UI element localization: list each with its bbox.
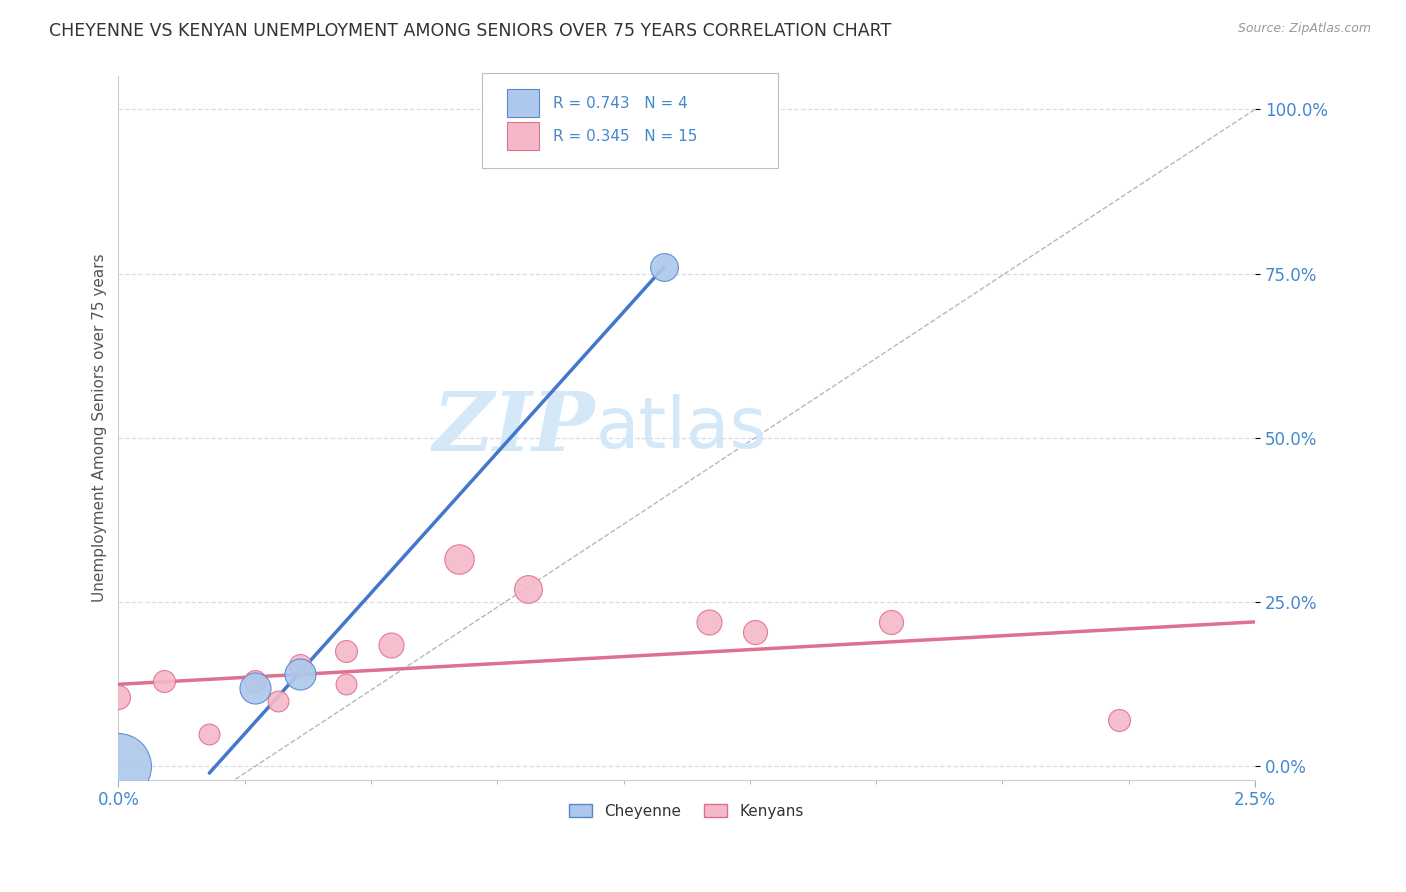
Text: atlas: atlas	[596, 393, 768, 463]
Point	[335, 644, 357, 658]
FancyBboxPatch shape	[482, 73, 778, 168]
Point	[449, 552, 471, 566]
Point	[880, 615, 903, 629]
Point	[266, 694, 288, 708]
Text: Source: ZipAtlas.com: Source: ZipAtlas.com	[1237, 22, 1371, 36]
Legend: Cheyenne, Kenyans: Cheyenne, Kenyans	[564, 797, 810, 825]
Y-axis label: Unemployment Among Seniors over 75 years: Unemployment Among Seniors over 75 years	[93, 253, 107, 602]
Point	[243, 673, 266, 688]
Point	[699, 615, 721, 629]
Point	[290, 657, 312, 672]
Point	[290, 667, 312, 681]
Point	[516, 582, 538, 596]
Point	[107, 759, 129, 773]
Point	[652, 260, 675, 274]
Point	[744, 624, 766, 639]
FancyBboxPatch shape	[508, 89, 538, 117]
Text: CHEYENNE VS KENYAN UNEMPLOYMENT AMONG SENIORS OVER 75 YEARS CORRELATION CHART: CHEYENNE VS KENYAN UNEMPLOYMENT AMONG SE…	[49, 22, 891, 40]
Point	[380, 638, 402, 652]
Point	[243, 681, 266, 695]
Point	[198, 726, 221, 740]
Point	[107, 690, 129, 705]
Text: R = 0.743   N = 4: R = 0.743 N = 4	[553, 95, 688, 111]
Text: R = 0.345   N = 15: R = 0.345 N = 15	[553, 128, 697, 144]
Point	[153, 673, 176, 688]
Text: ZIP: ZIP	[433, 388, 596, 468]
FancyBboxPatch shape	[508, 122, 538, 150]
Point	[335, 677, 357, 691]
Point	[1108, 714, 1130, 728]
